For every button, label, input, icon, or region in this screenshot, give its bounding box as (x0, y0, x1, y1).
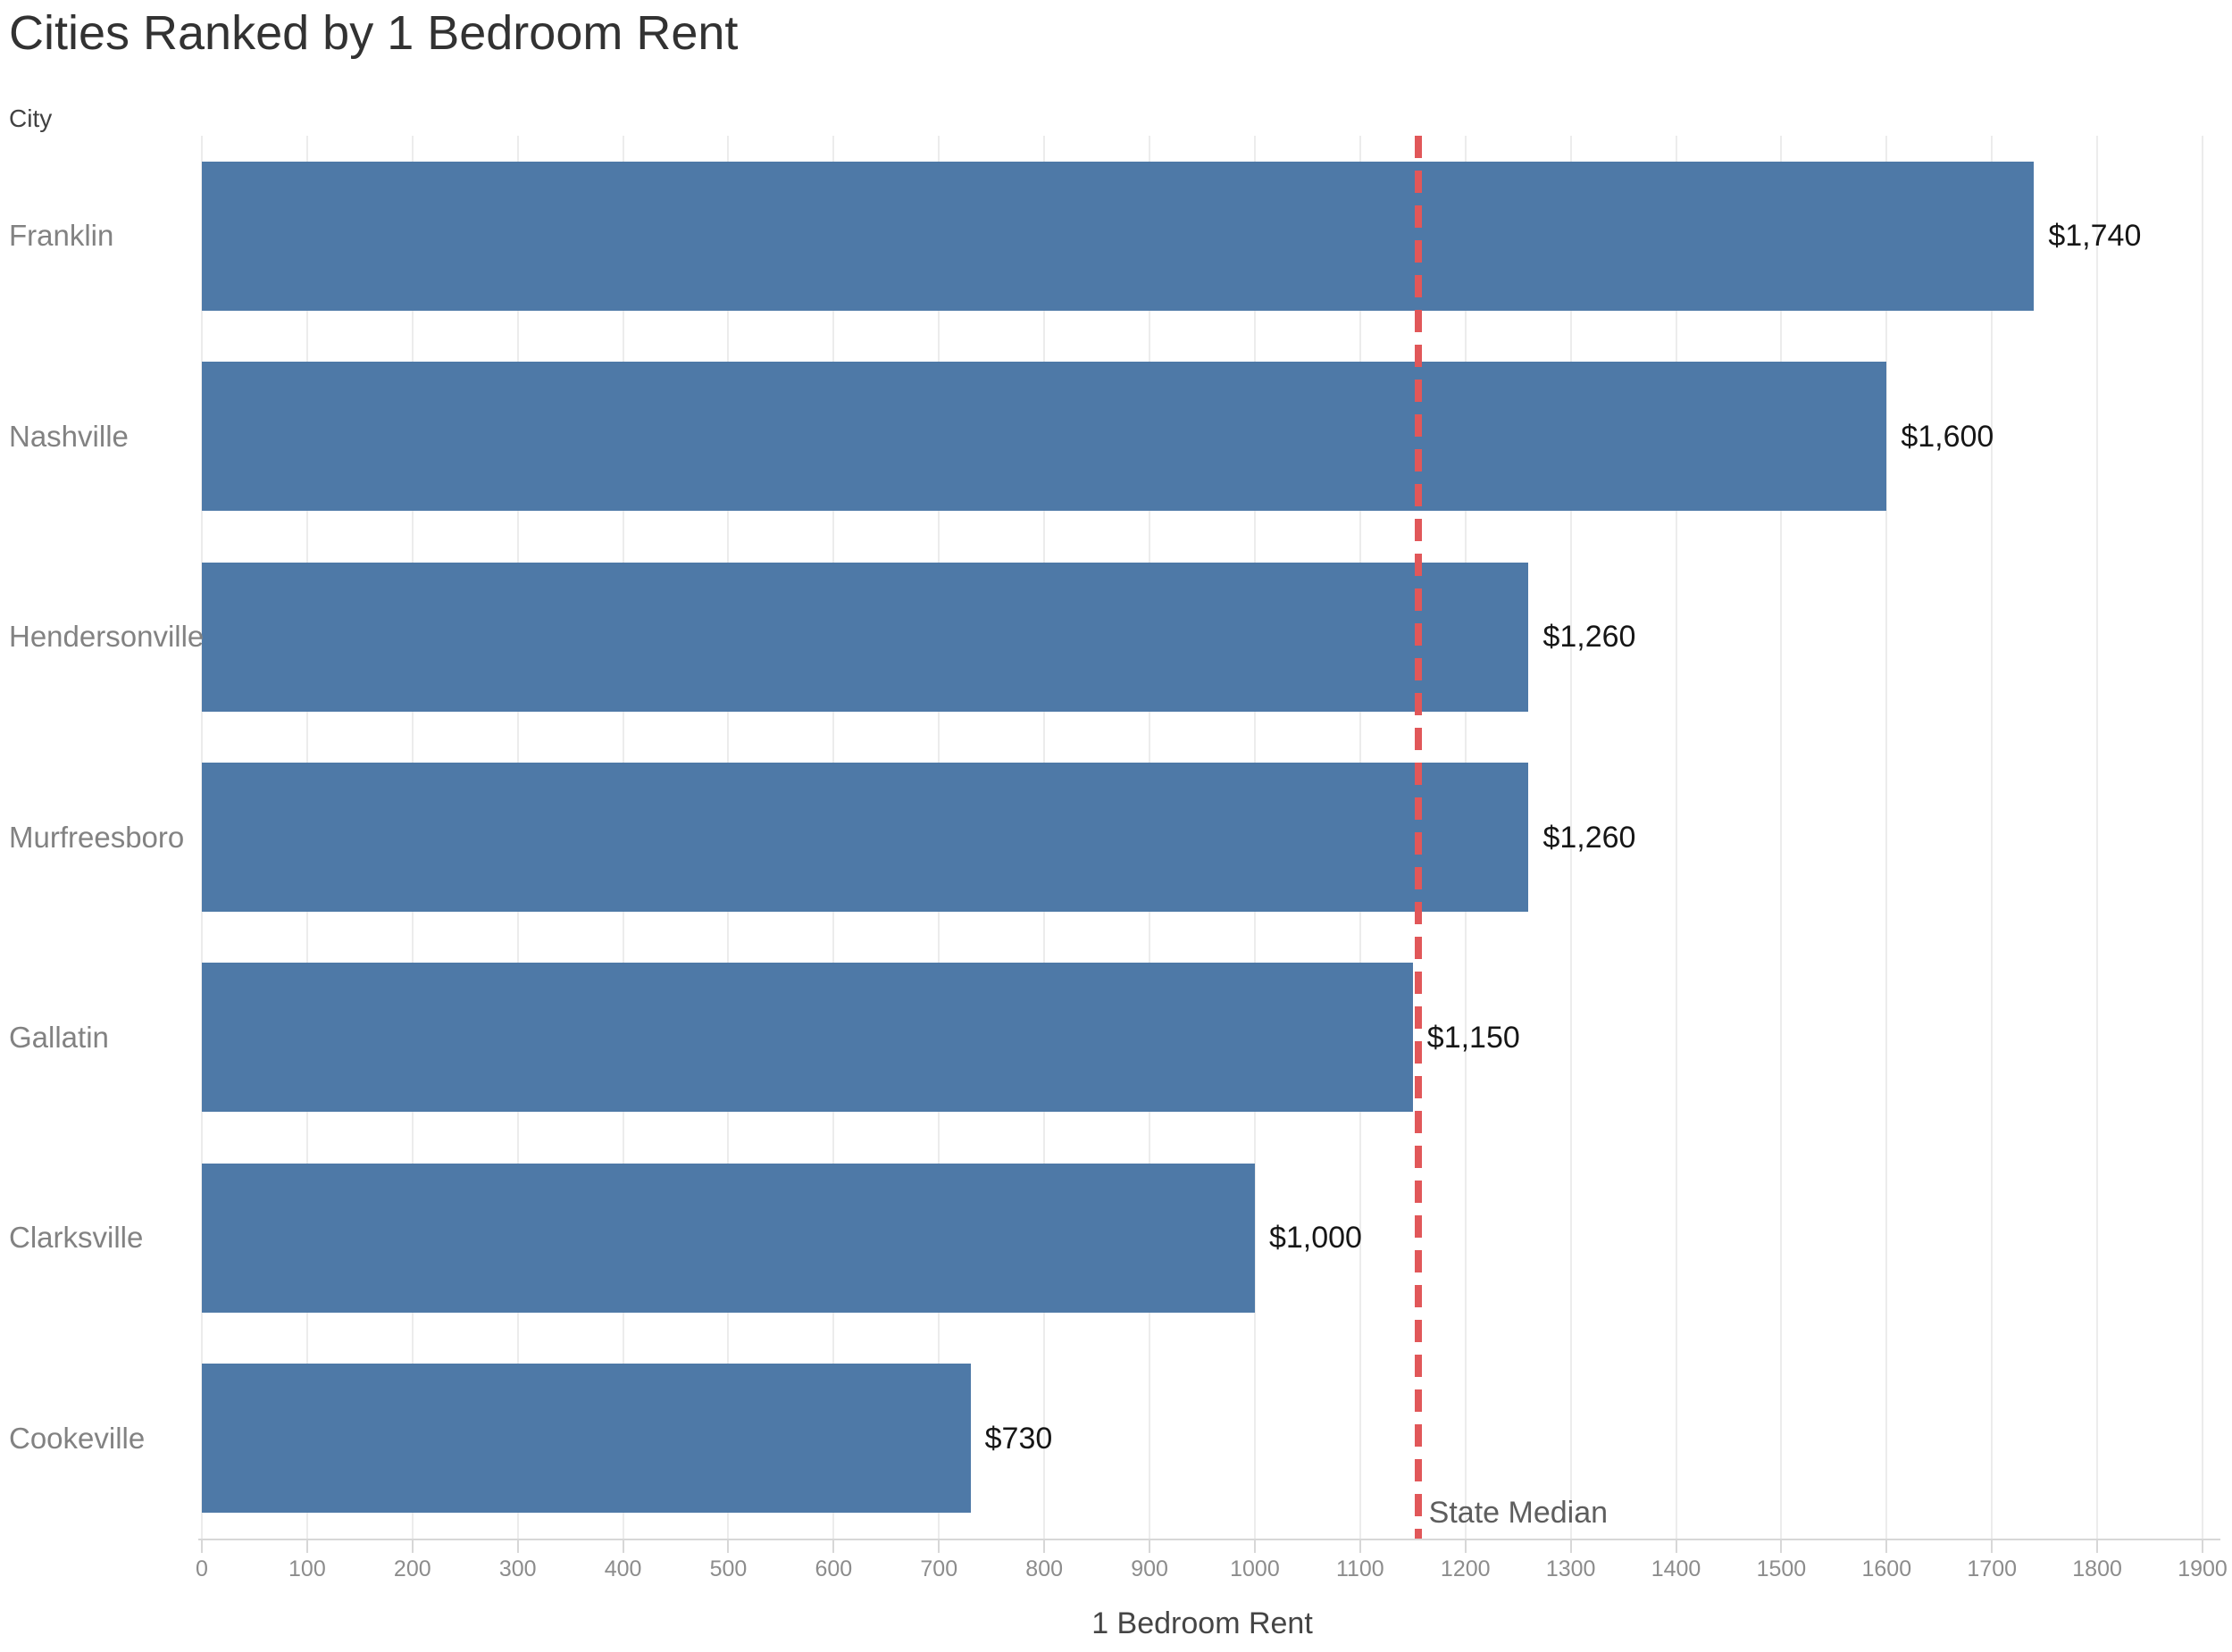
row-label: Murfreesboro (9, 820, 185, 854)
x-tick-mark (1675, 1539, 1677, 1553)
bar[interactable] (202, 1364, 971, 1514)
bar[interactable] (202, 161, 2035, 311)
x-tick-label: 500 (709, 1556, 748, 1581)
bar[interactable] (202, 963, 1413, 1113)
x-tick-label: 1400 (1651, 1556, 1701, 1581)
x-tick-label: 1600 (1861, 1556, 1912, 1581)
row-label: Gallatin (9, 1020, 109, 1054)
x-tick-label: 1200 (1440, 1556, 1491, 1581)
bar-value-label: $1,150 (1426, 1020, 1520, 1055)
x-tick-mark (2096, 1539, 2099, 1553)
row-label: Cookeville (9, 1421, 146, 1455)
x-tick-mark (1149, 1539, 1151, 1553)
x-tick-label: 1800 (2072, 1556, 2122, 1581)
x-tick-label: 0 (196, 1556, 208, 1581)
x-tick-mark (1253, 1539, 1256, 1553)
bar-value-label: $1,000 (1268, 1221, 1362, 1256)
x-tick-label: 1100 (1335, 1556, 1384, 1581)
x-tick-label: 800 (1025, 1556, 1064, 1581)
x-tick-mark (938, 1539, 940, 1553)
x-tick-label: 400 (604, 1556, 642, 1581)
x-tick-mark (727, 1539, 730, 1553)
bar[interactable] (202, 763, 1529, 912)
chart-title: Cities Ranked by 1 Bedroom Rent (9, 6, 739, 60)
bar[interactable] (202, 562, 1529, 712)
x-tick-mark (305, 1539, 308, 1553)
gridline (1569, 136, 1572, 1539)
bar[interactable] (202, 1163, 1255, 1313)
x-tick-mark (516, 1539, 519, 1553)
row-label: Nashville (9, 419, 129, 453)
bar-value-label: $1,600 (1901, 419, 1994, 454)
gridline (1780, 136, 1783, 1539)
x-tick-label: 100 (288, 1556, 326, 1581)
x-tick-mark (1780, 1539, 1783, 1553)
bar-value-label: $1,260 (1542, 620, 1636, 655)
x-tick-label: 1500 (1756, 1556, 1807, 1581)
x-tick-mark (1885, 1539, 1888, 1553)
bar-value-label: $1,260 (1542, 820, 1636, 855)
bar-value-label: $730 (984, 1421, 1053, 1456)
row-label: Clarksville (9, 1221, 144, 1255)
bar[interactable] (202, 362, 1887, 512)
gridline (2202, 136, 2203, 1539)
x-tick-label: 600 (815, 1556, 853, 1581)
x-tick-label: 1700 (1967, 1556, 2018, 1581)
row-label: Hendersonville (9, 620, 205, 654)
x-axis-title: 1 Bedroom Rent (1091, 1606, 1313, 1640)
x-tick-label: 700 (920, 1556, 958, 1581)
x-tick-label: 1300 (1545, 1556, 1596, 1581)
x-tick-label: 200 (393, 1556, 431, 1581)
x-tick-mark (1358, 1539, 1361, 1553)
x-axis-line (198, 1539, 2220, 1540)
state-median-reference-line (1414, 136, 1422, 1539)
x-tick-mark (1464, 1539, 1467, 1553)
x-tick-mark (832, 1539, 835, 1553)
x-tick-label: 300 (498, 1556, 537, 1581)
gridline (1885, 136, 1888, 1539)
row-label: Franklin (9, 219, 114, 253)
x-tick-mark (1043, 1539, 1046, 1553)
gridline (1675, 136, 1677, 1539)
x-tick-label: 900 (1131, 1556, 1168, 1581)
bar-value-label: $1,740 (2048, 219, 2142, 254)
x-tick-label: 1000 (1230, 1556, 1280, 1581)
x-tick-mark (1569, 1539, 1572, 1553)
x-tick-mark (1991, 1539, 1994, 1553)
row-axis-header: City (9, 104, 53, 132)
x-tick-mark (411, 1539, 414, 1553)
gridline (2096, 136, 2099, 1539)
x-tick-mark (622, 1539, 624, 1553)
gridline (1991, 136, 1994, 1539)
x-tick-label: 1900 (2178, 1556, 2228, 1581)
x-tick-mark (201, 1539, 203, 1553)
x-tick-mark (2202, 1539, 2203, 1553)
reference-line-label: State Median (1428, 1496, 1609, 1530)
